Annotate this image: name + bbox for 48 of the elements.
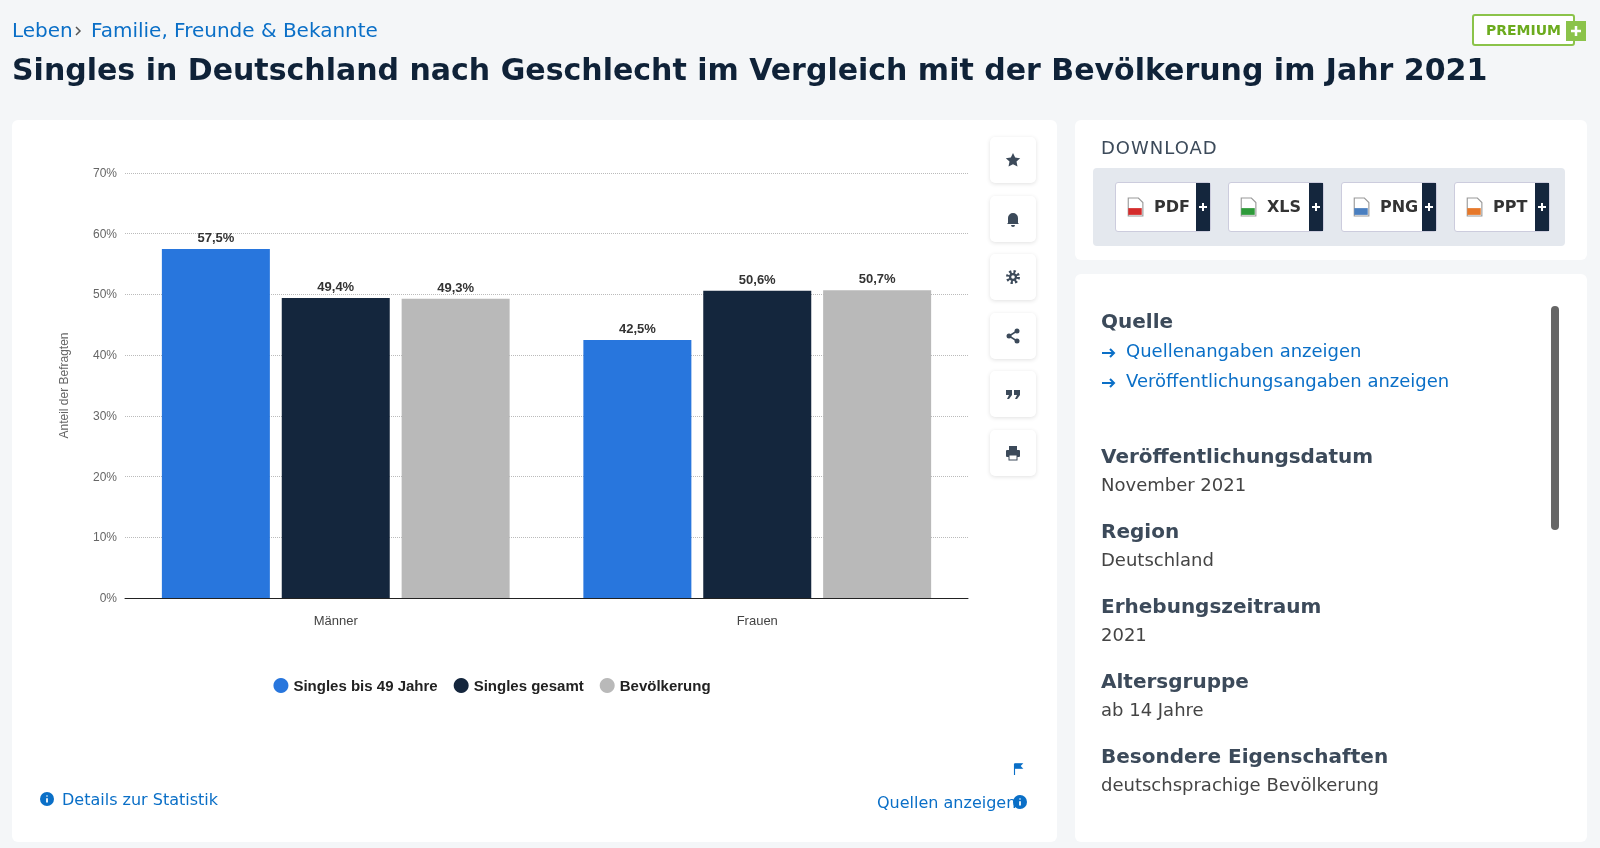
x-tick-label: Männer [313, 613, 359, 628]
text: Erhebungszeitraum [1101, 594, 1322, 618]
text: Quellenangaben anzeigen [1126, 340, 1362, 361]
chart-title: Singles in Deutschland nach Geschlecht im Vergleich mit der Bevölkerung im Jahr 2021 [12, 52, 1488, 87]
y-tick-label: 60% [92, 226, 118, 241]
y-axis-title: Anteil der Befragten [57, 332, 71, 439]
y-tick-label: 70% [92, 166, 118, 180]
text: ab 14 Jahre [1101, 699, 1204, 720]
x-tick-label: Frauen [736, 613, 778, 628]
text: Details zur Statistik [62, 790, 219, 809]
bar [281, 298, 390, 598]
y-tick-label: 40% [92, 348, 118, 363]
text: Quelle [1101, 309, 1174, 333]
text: Leben [12, 18, 73, 42]
legend-label: Bevölkerung [619, 677, 711, 694]
text: November 2021 [1101, 474, 1247, 495]
text: PNG [1380, 197, 1419, 216]
text: PREMIUM [1472, 14, 1576, 46]
legend-label: Singles bis 49 Jahre [293, 677, 438, 694]
text: PDF [1154, 197, 1190, 216]
y-tick-label: 20% [92, 469, 118, 484]
text: PPT [1493, 197, 1528, 216]
text: Familie, Freunde & Bekannte [91, 18, 378, 42]
y-tick-label: 30% [92, 408, 118, 423]
text: 2021 [1101, 624, 1147, 645]
bar [161, 248, 270, 598]
text: deutschsprachige Bevölkerung [1101, 774, 1379, 795]
text: DOWNLOAD [1101, 137, 1218, 158]
data-label: 49,4% [317, 279, 355, 295]
bar [703, 290, 812, 598]
text: Besondere Eigenschaften [1101, 744, 1389, 768]
text: Altersgruppe [1101, 669, 1249, 693]
data-label: 50,6% [738, 271, 777, 287]
source-note: Quellen anzeigen [877, 793, 1017, 812]
text: Veröffentlichungsdatum [1101, 444, 1374, 468]
legend-label: Singles gesamt [473, 677, 584, 694]
text: Region [1101, 519, 1180, 543]
data-label: 42,5% [618, 320, 657, 336]
text: Veröffentlichungsangaben anzeigen [1126, 370, 1450, 391]
y-tick-label: 10% [92, 530, 118, 545]
y-tick-label: 0% [99, 591, 118, 605]
data-label: 50,7% [858, 271, 896, 287]
bar [583, 339, 692, 598]
data-label: 49,3% [437, 279, 475, 295]
text: Deutschland [1101, 549, 1214, 570]
text: XLS [1267, 197, 1302, 216]
y-tick-label: 50% [92, 287, 118, 302]
data-label: 57,5% [197, 229, 235, 245]
